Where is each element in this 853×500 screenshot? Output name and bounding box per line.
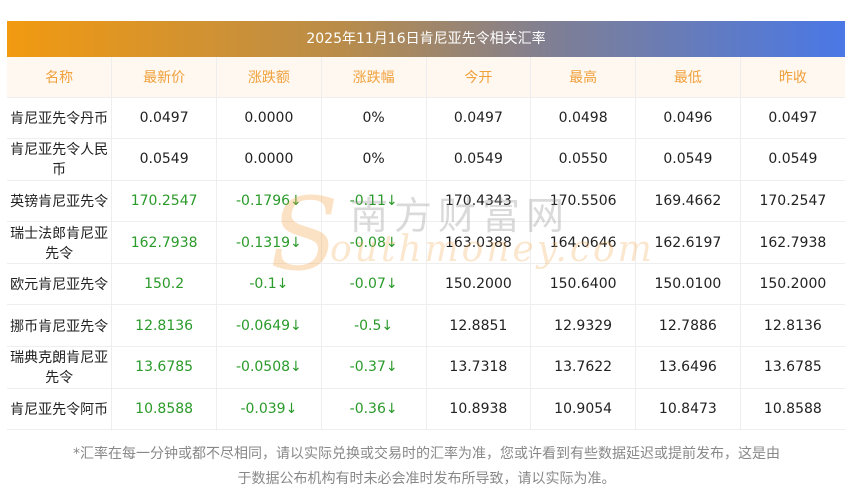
disclaimer: *汇率在每一分钟或都不尽相同，请以实际兑换或交易时的汇率为准，您或许看到有些数据…	[0, 442, 853, 492]
rate-cell: -0.37↓	[321, 346, 427, 389]
rate-cell: 0.0497	[111, 96, 217, 139]
column-header: 最新价	[111, 57, 217, 97]
currency-pair-name: 欧元肯尼亚先令	[7, 262, 113, 305]
rate-cell: -0.039↓	[216, 387, 322, 431]
rate-cell: -0.07↓	[321, 262, 427, 305]
table-row: 瑞典克朗肯尼亚先令 13.6785 -0.0508↓ -0.37↓ 13.7318 13.…	[7, 346, 845, 389]
table-row: 肯尼亚先令阿币 10.8588 -0.039↓ -0.36↓ 10.8938 10.905…	[7, 387, 845, 431]
table-row: 欧元肯尼亚先令 150.2 -0.1↓ -0.07↓ 150.2000 150.6400 1…	[7, 262, 845, 305]
rate-cell: 0%	[321, 96, 427, 139]
rate-cell: 0.0497	[426, 96, 532, 139]
rate-cell: 10.8588	[740, 387, 845, 431]
rate-cell: 12.8136	[111, 304, 217, 347]
rate-cell: 0.0000	[216, 138, 322, 181]
rate-cell: 150.0100	[635, 262, 741, 305]
rate-cell: -0.36↓	[321, 387, 427, 431]
column-header: 涨跌幅	[321, 57, 427, 97]
table-row: 瑞士法郎肯尼亚先令 162.7938 -0.1319↓ -0.08↓ 163.0388 1…	[7, 221, 845, 264]
table-title: 2025年11月16日肯尼亚先令相关汇率	[7, 21, 845, 57]
table-row: 挪币肯尼亚先令 12.8136 -0.0649↓ -0.5↓ 12.8851 12.932…	[7, 304, 845, 347]
rate-cell: 162.7938	[740, 221, 845, 264]
rate-cell: 10.9054	[530, 387, 636, 431]
column-header: 最高	[530, 57, 636, 97]
rate-cell: 150.6400	[530, 262, 636, 305]
rate-cell: 13.6496	[635, 346, 741, 389]
currency-pair-name: 瑞士法郎肯尼亚先令	[7, 221, 113, 264]
rate-cell: 170.4343	[426, 179, 532, 222]
rate-cell: 0.0497	[740, 96, 845, 139]
rate-cell: 13.6785	[740, 346, 845, 389]
rate-cell: 10.8473	[635, 387, 741, 431]
rate-cell: 13.7622	[530, 346, 636, 389]
rate-cell: -0.0508↓	[216, 346, 322, 389]
currency-pair-name: 瑞典克朗肯尼亚先令	[7, 346, 113, 389]
rate-cell: 164.0646	[530, 221, 636, 264]
rate-cell: 10.8588	[111, 387, 217, 431]
rate-cell: 170.2547	[111, 179, 217, 222]
column-header: 昨收	[740, 57, 845, 97]
rate-cell: 150.2000	[426, 262, 532, 305]
rate-cell: 170.2547	[740, 179, 845, 222]
currency-pair-name: 挪币肯尼亚先令	[7, 304, 113, 347]
rate-cell: 12.7886	[635, 304, 741, 347]
table-row: 肯尼亚先令人民币 0.0549 0.0000 0% 0.0549 0.0550 0.0549…	[7, 138, 845, 181]
rate-cell: -0.0649↓	[216, 304, 322, 347]
rate-cell: 150.2000	[740, 262, 845, 305]
rate-cell: 13.6785	[111, 346, 217, 389]
rate-cell: 169.4662	[635, 179, 741, 222]
rate-cell: 12.8136	[740, 304, 845, 347]
rate-cell: 0.0000	[216, 96, 322, 139]
rate-cell: 0.0549	[111, 138, 217, 181]
exchange-rate-table: 名称 最新价 涨跌额 涨跌幅 今开 最高 最低 昨收 肯尼亚先令丹币 0.0497 0.0000 0…	[7, 57, 845, 431]
table-header-row: 名称 最新价 涨跌额 涨跌幅 今开 最高 最低 昨收	[7, 57, 845, 97]
disclaimer-line: 于数据公布机构有时未必会准时发布所导致，请以实际为准。	[237, 471, 616, 487]
rate-cell: 162.7938	[111, 221, 217, 264]
rate-cell: 170.5506	[530, 179, 636, 222]
rate-cell: 150.2	[111, 262, 217, 305]
currency-pair-name: 肯尼亚先令丹币	[7, 96, 113, 139]
rate-cell: -0.11↓	[321, 179, 427, 222]
currency-pair-name: 肯尼亚先令人民币	[7, 138, 113, 181]
rate-cell: -0.1796↓	[216, 179, 322, 222]
rate-cell: -0.1↓	[216, 262, 322, 305]
rate-cell: 13.7318	[426, 346, 532, 389]
rate-cell: 0%	[321, 138, 427, 181]
currency-pair-name: 肯尼亚先令阿币	[7, 387, 113, 431]
rate-cell: 0.0549	[426, 138, 532, 181]
rate-cell: 0.0496	[635, 96, 741, 139]
rate-cell: 12.9329	[530, 304, 636, 347]
rate-cell: 10.8938	[426, 387, 532, 431]
currency-pair-name: 英镑肯尼亚先令	[7, 179, 113, 222]
column-header: 涨跌额	[216, 57, 322, 97]
rate-cell: 0.0549	[740, 138, 845, 181]
rate-cell: -0.5↓	[321, 304, 427, 347]
rate-cell: 163.0388	[426, 221, 532, 264]
table-row: 肯尼亚先令丹币 0.0497 0.0000 0% 0.0497 0.0498 0.0496 0…	[7, 96, 845, 139]
rate-cell: 12.8851	[426, 304, 532, 347]
rate-cell: 0.0549	[635, 138, 741, 181]
rate-cell: -0.08↓	[321, 221, 427, 264]
rate-cell: 0.0498	[530, 96, 636, 139]
rate-cell: 162.6197	[635, 221, 741, 264]
column-header: 名称	[7, 57, 113, 97]
column-header: 最低	[635, 57, 741, 97]
rate-cell: 0.0550	[530, 138, 636, 181]
column-header: 今开	[426, 57, 532, 97]
disclaimer-line: *汇率在每一分钟或都不尽相同，请以实际兑换或交易时的汇率为准，您或许看到有些数据…	[73, 446, 780, 462]
rate-cell: -0.1319↓	[216, 221, 322, 264]
table-row: 英镑肯尼亚先令 170.2547 -0.1796↓ -0.11↓ 170.4343 170…	[7, 179, 845, 222]
